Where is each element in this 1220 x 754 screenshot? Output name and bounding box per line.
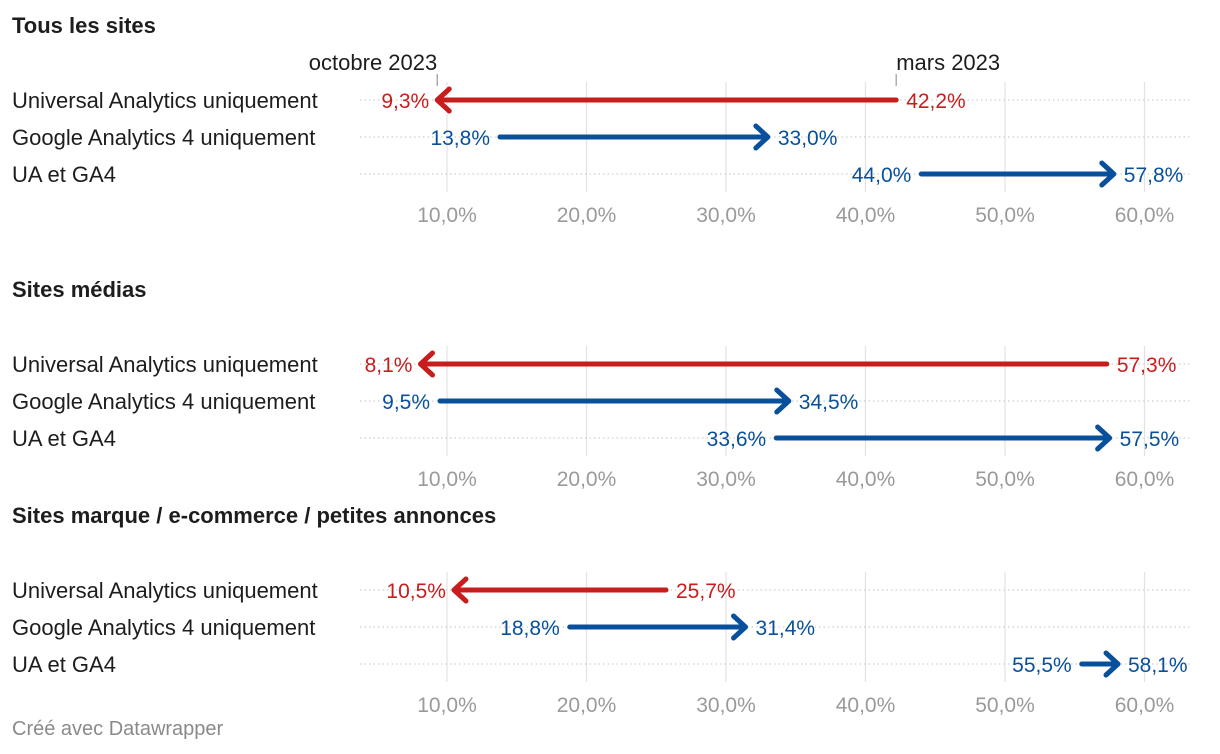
x-tick-label: 10,0% [417, 694, 477, 717]
arrow-head [774, 387, 792, 415]
panel-title: Sites marque / e-commerce / petites anno… [12, 503, 496, 528]
x-tick-label: 40,0% [836, 468, 896, 491]
start-value-label: 25,7% [676, 580, 736, 603]
end-value-label: 33,0% [778, 127, 838, 150]
row-label: UA et GA4 [12, 162, 116, 187]
start-value-label: 33,6% [707, 428, 767, 451]
row-label: UA et GA4 [12, 426, 116, 451]
legend-label-end: octobre 2023 [309, 50, 437, 75]
start-value-label: 55,5% [1012, 654, 1072, 677]
end-value-label: 57,8% [1124, 164, 1184, 187]
end-value-label: 57,5% [1120, 428, 1180, 451]
x-tick-label: 10,0% [417, 204, 477, 227]
x-tick-label: 10,0% [417, 468, 477, 491]
start-value-label: 42,2% [906, 90, 966, 113]
start-value-label: 13,8% [430, 127, 490, 150]
row-label: Universal Analytics uniquement [12, 352, 318, 377]
end-value-label: 31,4% [756, 617, 816, 640]
x-tick-label: 30,0% [696, 694, 756, 717]
x-tick-label: 20,0% [557, 468, 617, 491]
x-tick-label: 60,0% [1115, 694, 1175, 717]
x-tick-label: 40,0% [836, 694, 896, 717]
arrow-head [434, 86, 452, 114]
end-value-label: 8,1% [365, 354, 413, 377]
panel-title: Sites médias [12, 277, 147, 302]
row-label: Google Analytics 4 uniquement [12, 389, 315, 414]
x-tick-label: 50,0% [975, 204, 1035, 227]
arrow-head [1095, 424, 1113, 452]
arrow-head [1103, 650, 1121, 678]
panel-title: Tous les sites [12, 13, 156, 38]
end-value-label: 10,5% [386, 580, 446, 603]
arrow-head [753, 123, 771, 151]
start-value-label: 57,3% [1117, 354, 1177, 377]
x-tick-label: 30,0% [696, 204, 756, 227]
legend-label-start: mars 2023 [896, 50, 1000, 75]
x-tick-label: 20,0% [557, 694, 617, 717]
row-label: Universal Analytics uniquement [12, 88, 318, 113]
arrow-head [417, 350, 435, 378]
start-value-label: 44,0% [852, 164, 912, 187]
x-tick-label: 40,0% [836, 204, 896, 227]
x-tick-label: 50,0% [975, 468, 1035, 491]
arrow-head [451, 576, 469, 604]
footer-credit: Créé avec Datawrapper [12, 718, 224, 740]
x-tick-label: 60,0% [1115, 204, 1175, 227]
row-label: UA et GA4 [12, 652, 116, 677]
x-tick-label: 20,0% [557, 204, 617, 227]
end-value-label: 34,5% [799, 391, 859, 414]
start-value-label: 9,5% [382, 391, 430, 414]
row-label: Universal Analytics uniquement [12, 578, 318, 603]
end-value-label: 58,1% [1128, 654, 1188, 677]
row-label: Google Analytics 4 uniquement [12, 125, 315, 150]
end-value-label: 9,3% [381, 90, 429, 113]
arrow-head [731, 613, 749, 641]
start-value-label: 18,8% [500, 617, 560, 640]
x-tick-label: 50,0% [975, 694, 1035, 717]
x-tick-label: 60,0% [1115, 468, 1175, 491]
row-label: Google Analytics 4 uniquement [12, 615, 315, 640]
arrow-head [1099, 160, 1117, 188]
x-tick-label: 30,0% [696, 468, 756, 491]
